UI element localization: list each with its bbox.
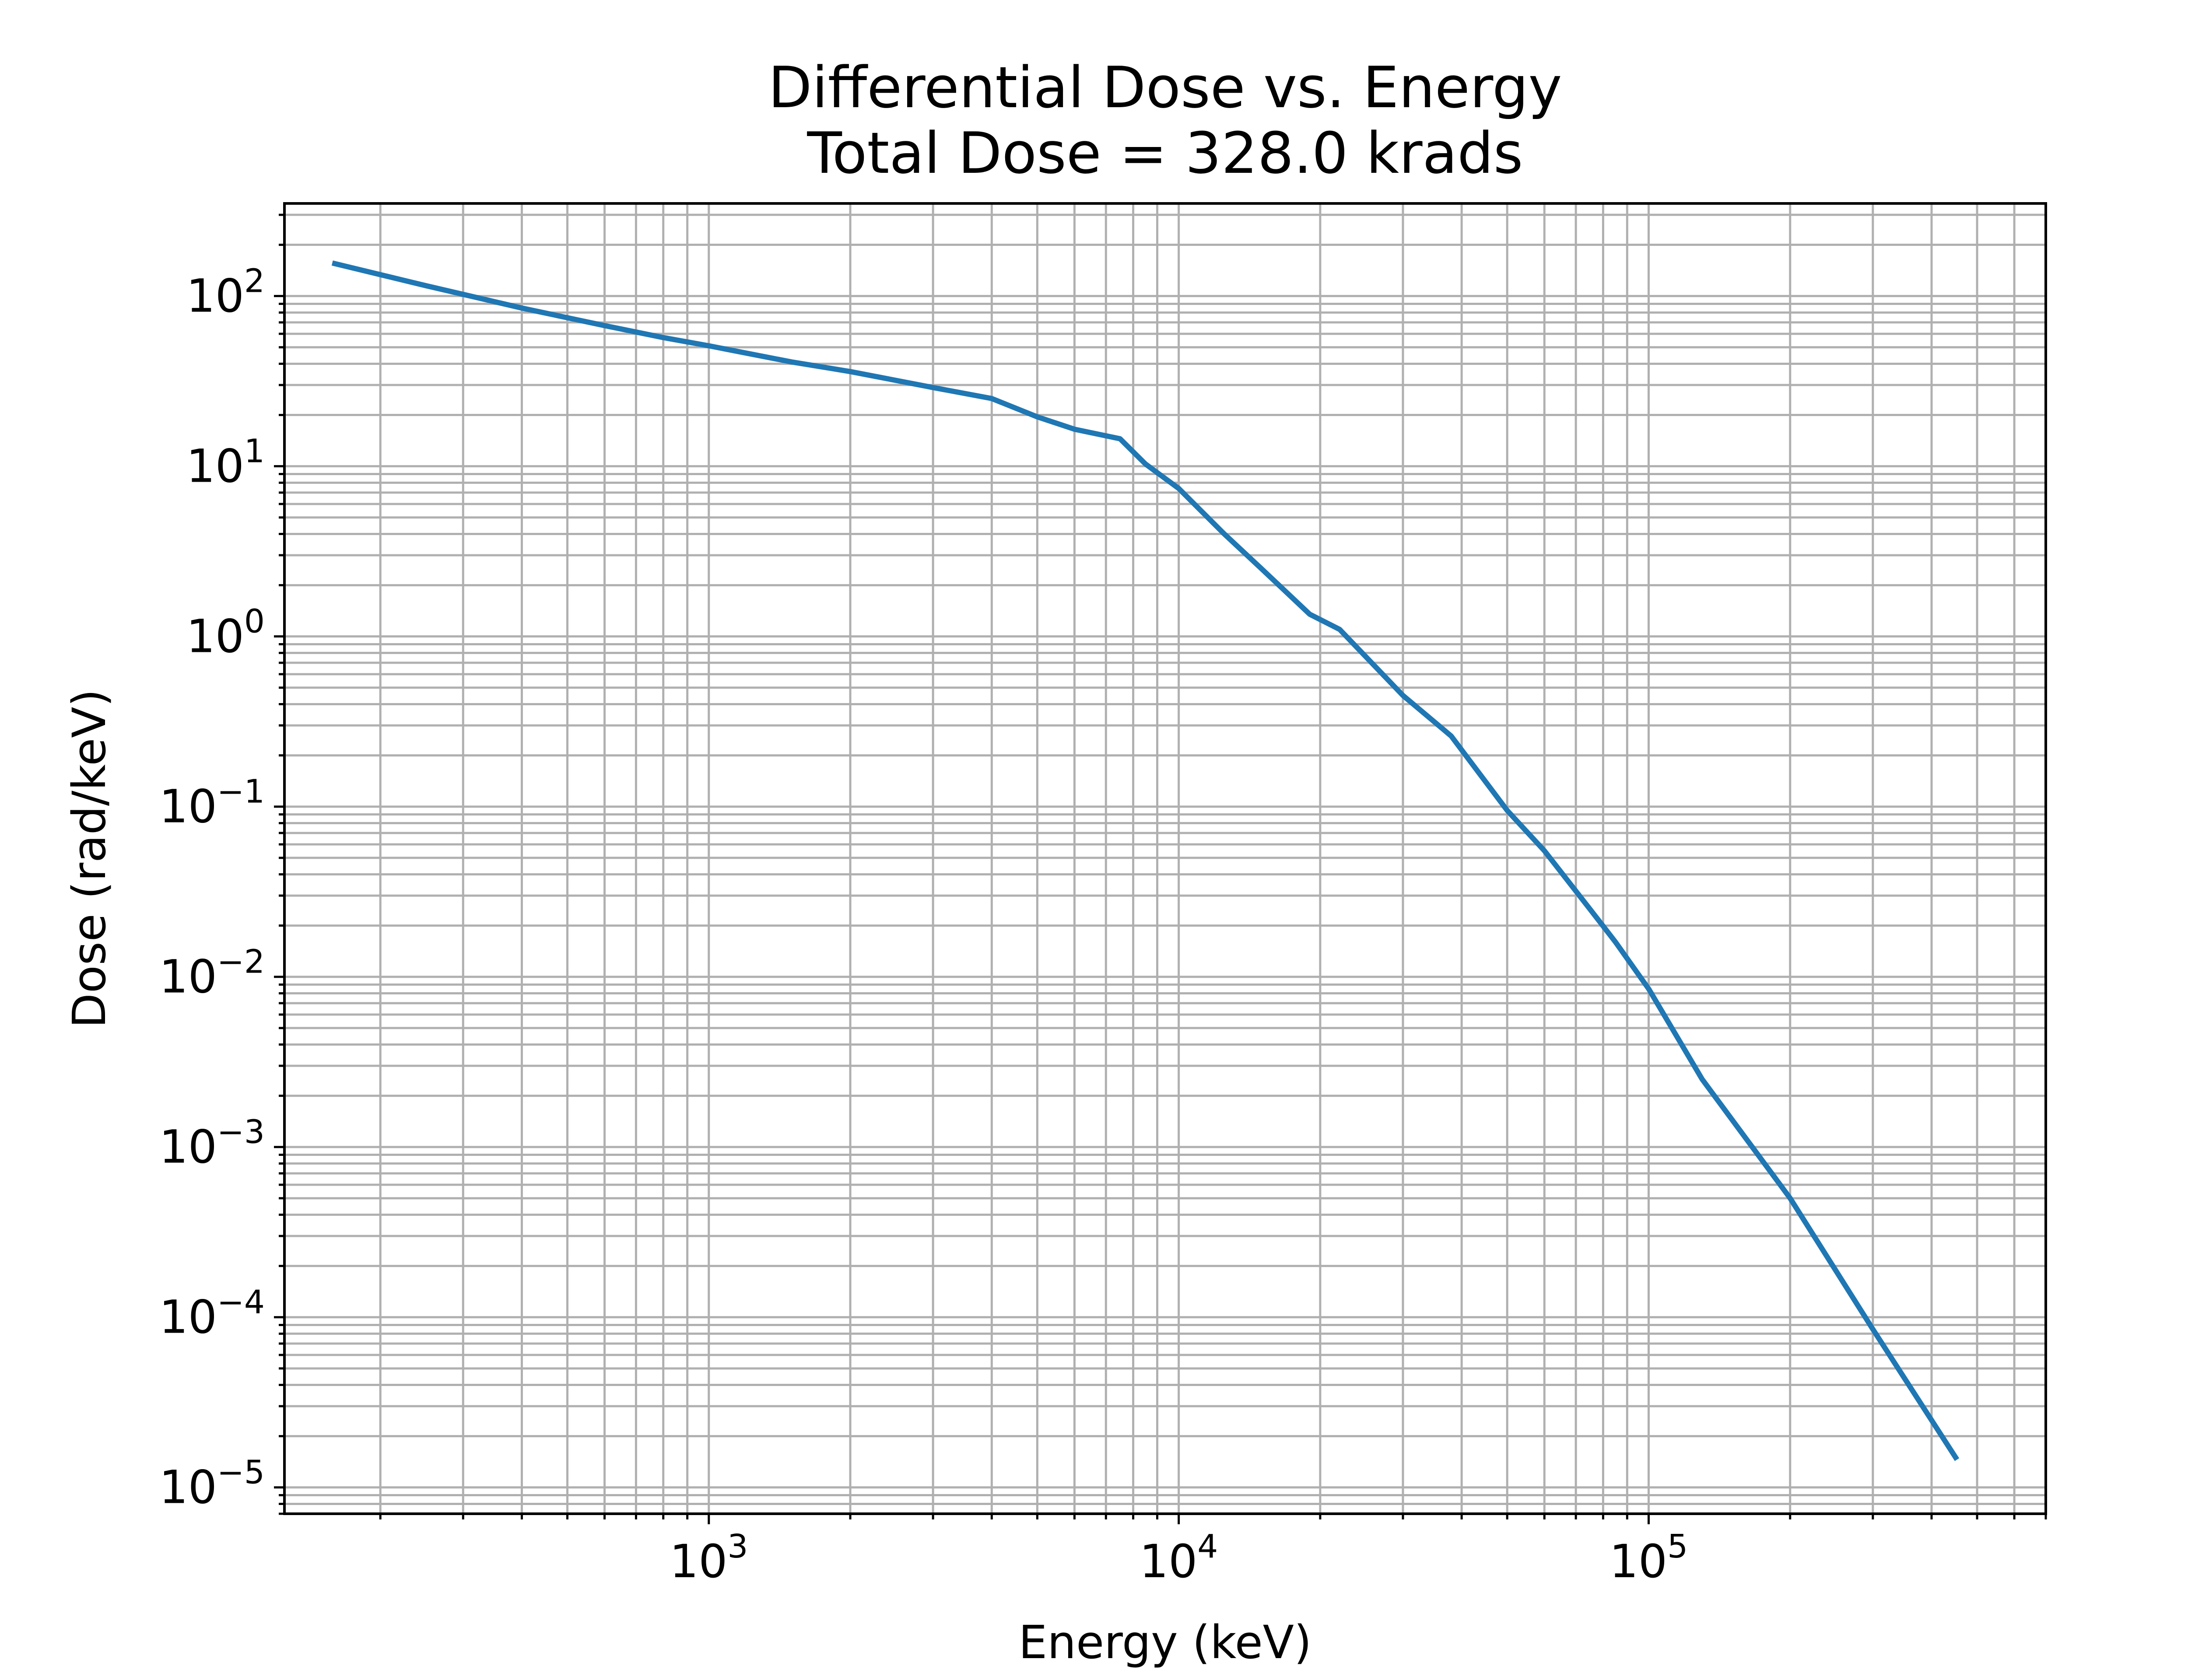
y-tick-label: 10−4: [159, 1284, 265, 1344]
x-tick-exponent: 3: [727, 1528, 748, 1565]
x-tick-base: 10: [670, 1535, 727, 1588]
y-tick-base: 10: [159, 780, 217, 833]
grid-layer: [284, 203, 2047, 1515]
y-tick-base: 10: [159, 1120, 217, 1174]
y-tick-label: 10−3: [159, 1113, 265, 1174]
y-tick-label: 100: [186, 603, 265, 663]
y-tick-exponent: −4: [217, 1284, 265, 1321]
x-tick-label: 104: [1140, 1528, 1218, 1588]
x-tick-exponent: 4: [1197, 1528, 1218, 1565]
x-tick-base: 10: [1609, 1535, 1667, 1588]
y-axis-label: Dose (rad/keV): [63, 689, 116, 1028]
chart-subtitle: Total Dose = 328.0 krads: [807, 120, 1523, 186]
y-tick-base: 10: [159, 1291, 217, 1344]
y-tick-label: 10−1: [159, 773, 265, 833]
y-tick-label: 10−2: [159, 943, 265, 1004]
y-tick-base: 10: [159, 1461, 217, 1514]
y-tick-exponent: 0: [244, 603, 265, 640]
y-tick-exponent: 1: [244, 433, 265, 470]
series-layer: [331, 260, 1960, 1461]
y-tick-base: 10: [186, 610, 244, 663]
y-tick-base: 10: [159, 950, 217, 1004]
y-tick-label: 101: [186, 433, 265, 493]
y-tick-label: 102: [186, 262, 265, 323]
x-axis-label: Energy (keV): [1019, 1616, 1312, 1669]
y-tick-label: 10−5: [159, 1454, 265, 1514]
dose-series-line: [331, 260, 1960, 1461]
y-tick-exponent: −2: [217, 943, 265, 981]
y-tick-exponent: −3: [217, 1113, 265, 1151]
y-tick-exponent: −1: [217, 773, 265, 811]
x-tick-base: 10: [1140, 1535, 1197, 1588]
y-tick-base: 10: [186, 270, 244, 323]
x-tick-label: 105: [1609, 1528, 1688, 1588]
chart-title: Differential Dose vs. Energy: [768, 54, 1562, 121]
y-tick-base: 10: [186, 440, 244, 493]
y-tick-exponent: −5: [217, 1454, 265, 1491]
y-tick-exponent: 2: [244, 262, 265, 300]
x-tick-exponent: 5: [1667, 1528, 1688, 1565]
x-tick-label: 103: [670, 1528, 748, 1588]
